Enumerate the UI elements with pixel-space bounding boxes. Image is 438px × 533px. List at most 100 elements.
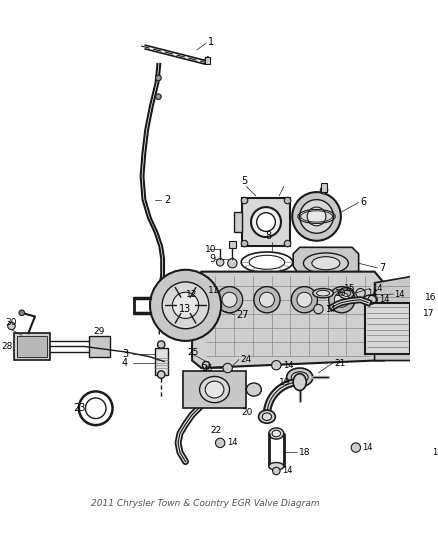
Text: 14: 14 — [394, 289, 405, 298]
Circle shape — [215, 438, 225, 448]
Text: 4: 4 — [122, 358, 128, 368]
Text: 15: 15 — [344, 284, 355, 293]
Ellipse shape — [251, 207, 281, 237]
Ellipse shape — [258, 410, 276, 423]
Ellipse shape — [286, 368, 313, 387]
Bar — [321, 183, 327, 192]
Text: 1: 1 — [208, 37, 214, 47]
Ellipse shape — [246, 383, 261, 396]
Circle shape — [216, 259, 224, 266]
Circle shape — [254, 287, 280, 313]
Bar — [410, 312, 421, 345]
Circle shape — [328, 287, 355, 313]
Ellipse shape — [313, 288, 333, 298]
Text: 11: 11 — [208, 286, 219, 295]
Bar — [14, 334, 50, 360]
Polygon shape — [374, 276, 421, 360]
Circle shape — [155, 94, 161, 100]
Text: 14: 14 — [227, 438, 237, 447]
Polygon shape — [293, 247, 359, 276]
Ellipse shape — [262, 413, 272, 421]
Text: 14: 14 — [283, 361, 293, 370]
Text: 30: 30 — [5, 318, 17, 327]
Circle shape — [222, 292, 237, 307]
Text: 8: 8 — [265, 231, 271, 241]
Bar — [89, 336, 110, 357]
Circle shape — [300, 199, 333, 233]
Ellipse shape — [317, 290, 330, 296]
Bar — [17, 336, 47, 357]
Circle shape — [307, 207, 326, 226]
Text: 9: 9 — [209, 254, 215, 263]
Ellipse shape — [269, 428, 284, 439]
Text: 23: 23 — [73, 403, 86, 413]
Text: 2: 2 — [164, 195, 170, 205]
Text: 6: 6 — [360, 197, 367, 207]
Circle shape — [162, 282, 209, 329]
Text: 14: 14 — [367, 289, 378, 297]
Bar — [234, 212, 242, 232]
Text: 20: 20 — [242, 408, 253, 416]
Circle shape — [291, 287, 318, 313]
Text: 26: 26 — [201, 364, 213, 373]
Text: 14: 14 — [433, 448, 438, 457]
Text: 13: 13 — [179, 304, 191, 314]
Ellipse shape — [200, 376, 230, 402]
Circle shape — [228, 259, 237, 268]
Circle shape — [8, 322, 15, 330]
Ellipse shape — [205, 381, 224, 398]
Circle shape — [421, 448, 431, 457]
Circle shape — [219, 273, 227, 281]
Text: 14: 14 — [379, 295, 390, 304]
Text: 2011 Chrysler Town & Country EGR Valve Diagram: 2011 Chrysler Town & Country EGR Valve D… — [91, 499, 319, 508]
Circle shape — [150, 270, 221, 341]
Bar — [205, 58, 210, 64]
Text: 21: 21 — [334, 359, 346, 368]
Text: 12: 12 — [186, 289, 197, 298]
Circle shape — [284, 197, 291, 204]
Text: 3: 3 — [122, 349, 128, 359]
Circle shape — [241, 240, 248, 247]
Ellipse shape — [257, 213, 276, 231]
Circle shape — [320, 187, 328, 194]
Text: 29: 29 — [94, 327, 105, 336]
Text: 14: 14 — [362, 443, 373, 452]
Polygon shape — [192, 272, 384, 368]
Text: 24: 24 — [241, 355, 252, 364]
Text: 27: 27 — [236, 310, 249, 320]
Text: 16: 16 — [425, 293, 437, 302]
Bar — [183, 371, 246, 408]
Bar — [242, 198, 290, 246]
Text: 18: 18 — [299, 448, 310, 457]
Circle shape — [155, 75, 161, 81]
Circle shape — [297, 292, 312, 307]
Text: 19: 19 — [279, 377, 291, 386]
Text: 22: 22 — [211, 426, 222, 435]
Circle shape — [158, 341, 165, 349]
Circle shape — [314, 304, 323, 314]
Circle shape — [158, 371, 165, 378]
Text: 25: 25 — [187, 348, 199, 357]
Bar — [365, 303, 410, 354]
Text: 14: 14 — [325, 304, 336, 313]
Circle shape — [368, 295, 378, 304]
Circle shape — [272, 360, 281, 370]
Circle shape — [216, 287, 243, 313]
Text: 7: 7 — [379, 263, 385, 273]
Circle shape — [19, 310, 25, 316]
Ellipse shape — [304, 253, 348, 273]
Circle shape — [259, 292, 275, 307]
Text: 14: 14 — [282, 466, 293, 475]
Text: 28: 28 — [1, 342, 12, 351]
Circle shape — [173, 292, 199, 318]
Text: 10: 10 — [205, 245, 217, 254]
Text: 5: 5 — [242, 176, 248, 186]
Circle shape — [351, 443, 360, 452]
Ellipse shape — [269, 463, 284, 470]
Circle shape — [272, 467, 280, 475]
Circle shape — [241, 197, 248, 204]
Circle shape — [223, 364, 232, 373]
Circle shape — [284, 240, 291, 247]
Text: 14: 14 — [372, 284, 382, 293]
Bar — [229, 241, 236, 248]
